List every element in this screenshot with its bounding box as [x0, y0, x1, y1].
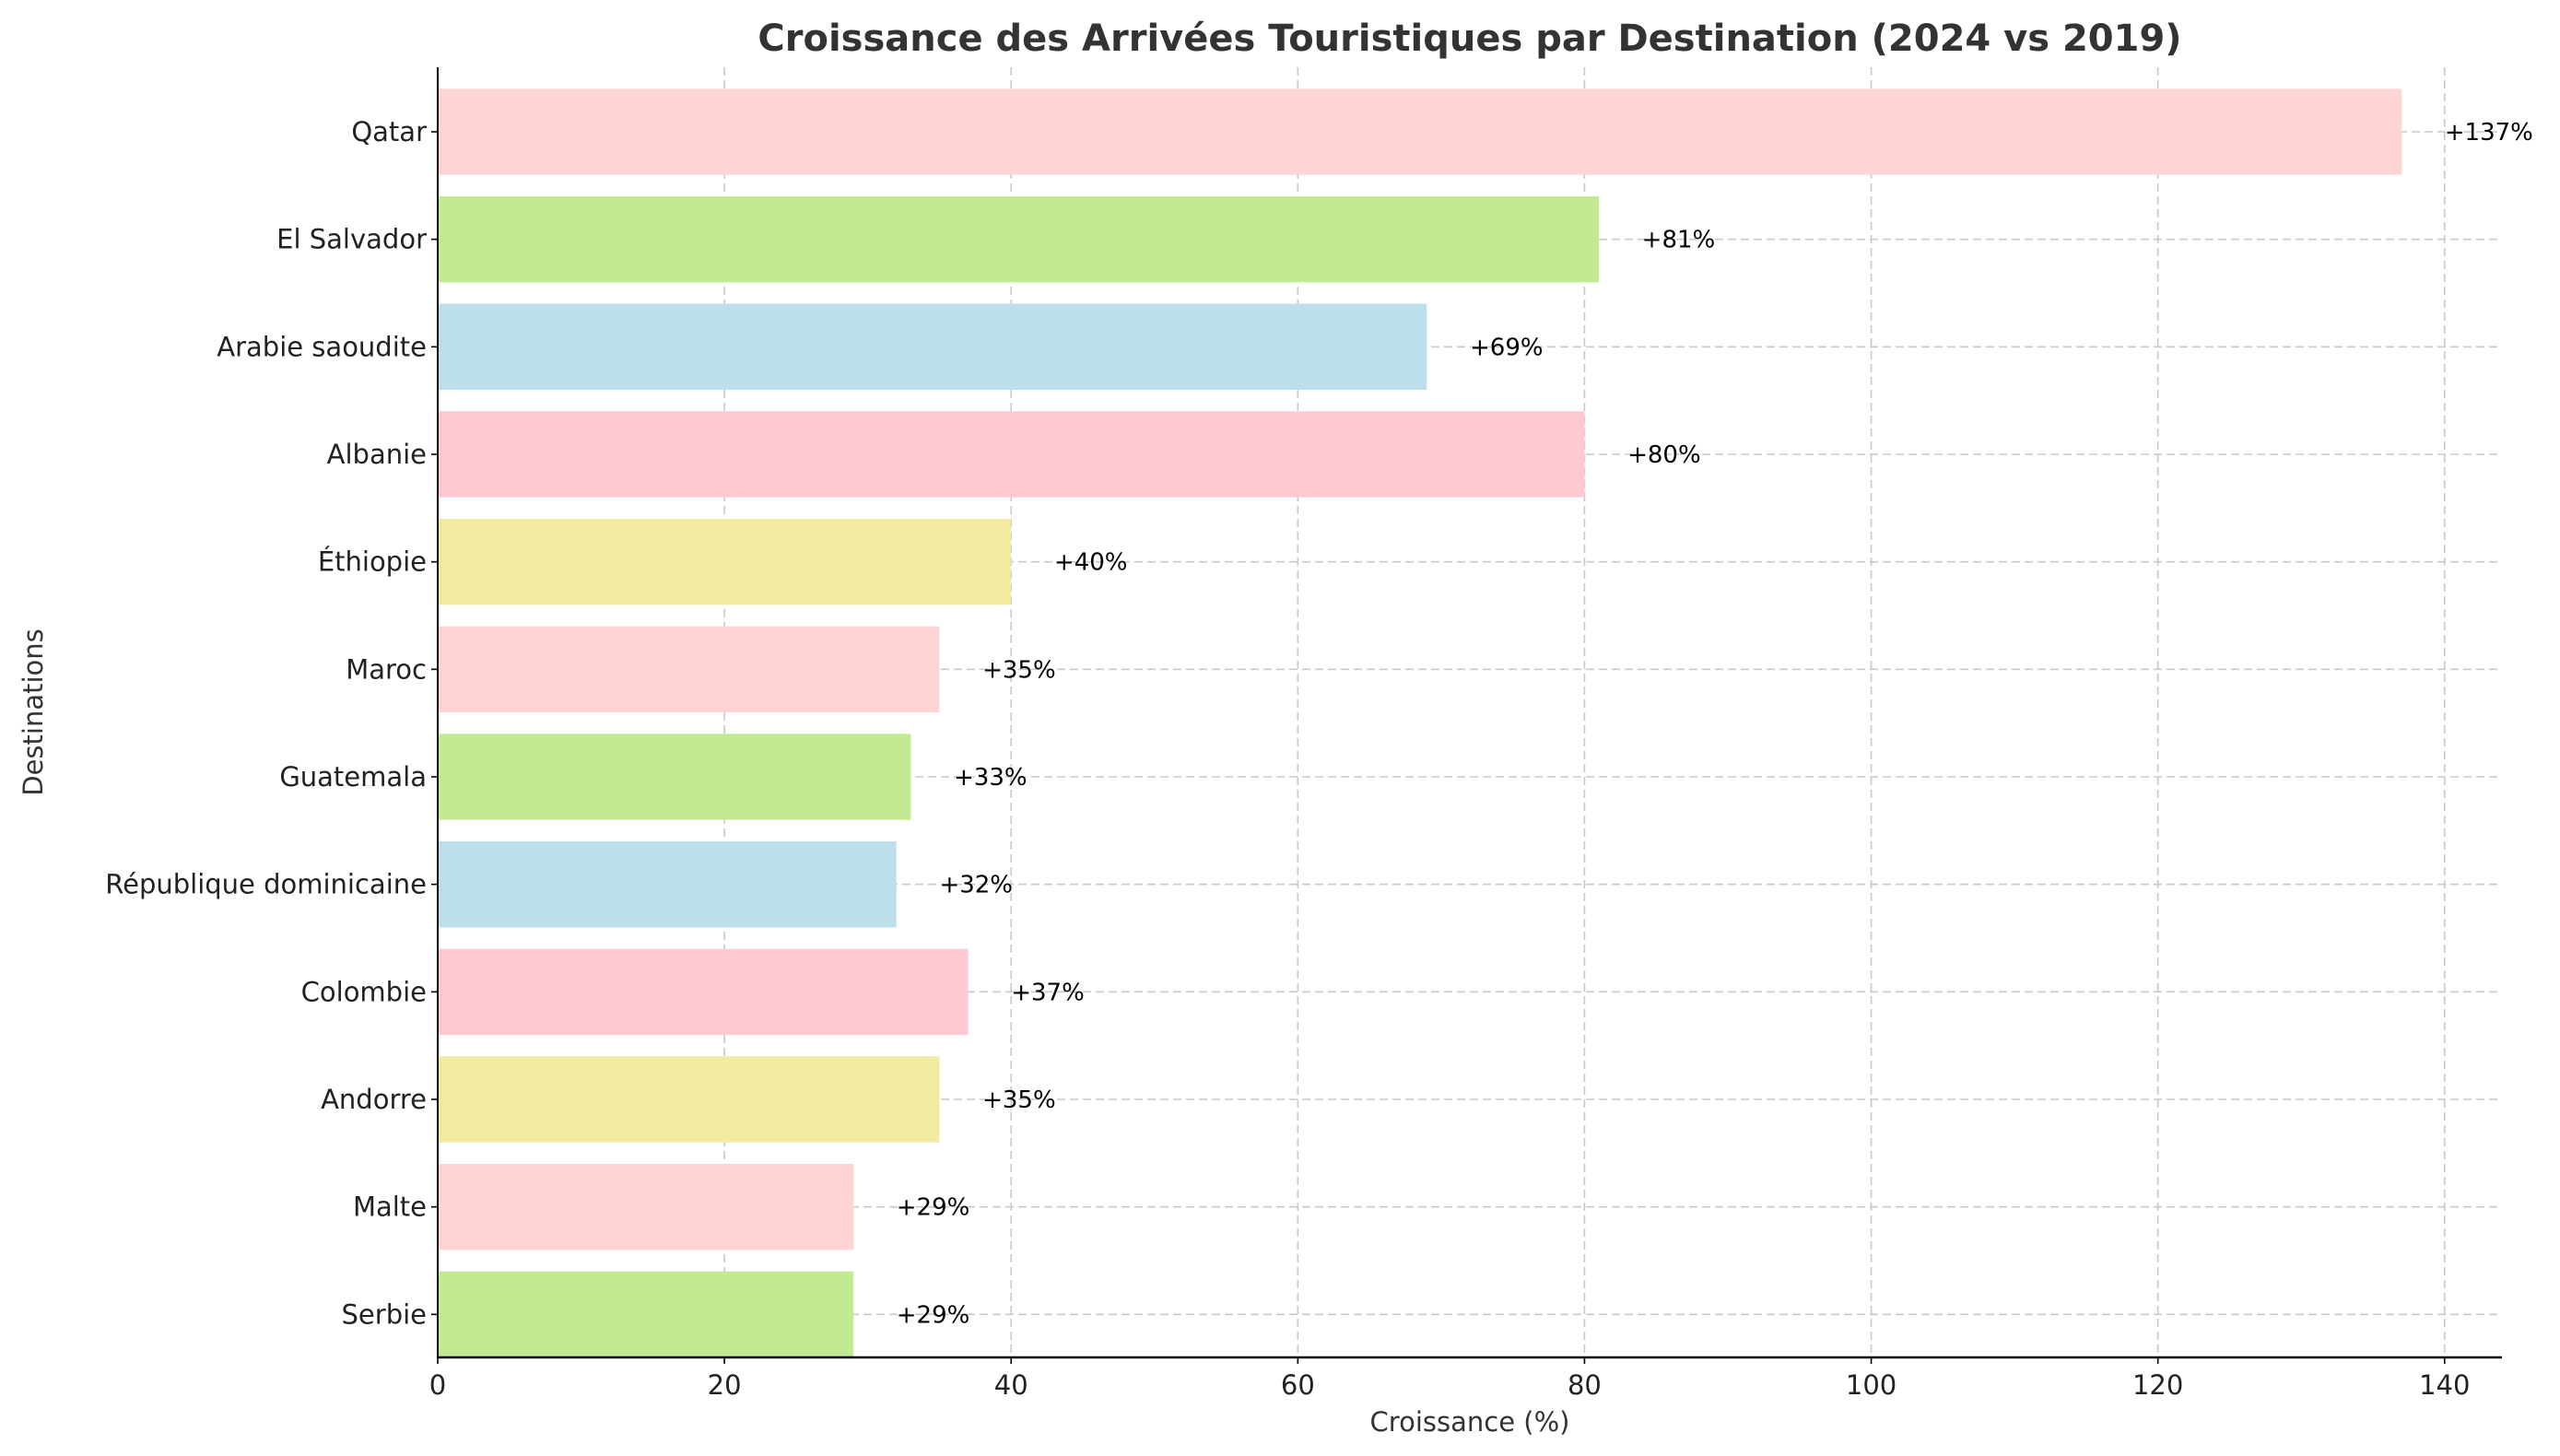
x-tick-label: 140: [2419, 1369, 2470, 1401]
bar-albanie: [438, 411, 1585, 498]
bar-qatar: [438, 88, 2402, 175]
bar-arabie-saoudite: [438, 303, 1427, 390]
data-label: +32%: [939, 872, 1013, 899]
bar-andorre: [438, 1056, 940, 1143]
y-tick-label: Qatar: [351, 116, 427, 147]
data-label: +33%: [954, 764, 1028, 792]
x-tick-label: 0: [429, 1369, 446, 1401]
bar-el-salvador: [438, 196, 1599, 283]
x-tick-label: 100: [1846, 1369, 1897, 1401]
y-tick-label: Andorre: [321, 1084, 427, 1115]
x-tick-label: 40: [994, 1369, 1028, 1401]
x-axis-label: Croissance (%): [1370, 1406, 1570, 1438]
x-tick-label: 60: [1281, 1369, 1315, 1401]
y-tick-label: Maroc: [346, 653, 427, 685]
y-tick-label: Albanie: [327, 439, 427, 470]
data-label: +80%: [1627, 441, 1701, 469]
y-tick-label: El Salvador: [276, 224, 427, 255]
bar-serbie: [438, 1271, 854, 1357]
data-label: +137%: [2445, 119, 2533, 147]
bar-république-dominicaine: [438, 841, 897, 928]
y-tick-label: République dominicaine: [105, 869, 427, 900]
axes: Qatar El Salvador Arabie saoudite Albanie Ét…: [105, 67, 2502, 1401]
x-tick-label: 80: [1568, 1369, 1602, 1401]
chart-title: Croissance des Arrivées Touristiques par…: [757, 18, 2181, 60]
bar-guatemala: [438, 734, 911, 820]
data-label: +40%: [1054, 549, 1128, 577]
y-tick-label: Colombie: [301, 976, 427, 1007]
x-tick-label: 20: [708, 1369, 742, 1401]
bar-colombie: [438, 948, 969, 1035]
data-label: +37%: [1011, 979, 1085, 1006]
data-label: +29%: [897, 1194, 970, 1222]
y-axis-label: Destinations: [18, 628, 49, 796]
bar-malte: [438, 1164, 854, 1251]
y-tick-label: Serbie: [342, 1298, 427, 1330]
data-label: +35%: [982, 1086, 1056, 1114]
y-tick-label: Guatemala: [279, 761, 427, 793]
y-tick-label: Arabie saoudite: [217, 331, 427, 362]
x-tick-label: 120: [2132, 1369, 2183, 1401]
bar-éthiopie: [438, 519, 1012, 605]
y-tick-label: Éthiopie: [318, 546, 427, 578]
bars: +137% +81% +69% +80% +40% +35% +33% +32% +37% +35…: [438, 88, 2533, 1357]
bar-maroc: [438, 626, 940, 712]
data-label: +29%: [897, 1301, 970, 1329]
data-label: +35%: [982, 656, 1056, 684]
y-tick-label: Malte: [353, 1192, 427, 1223]
data-label: +69%: [1470, 334, 1544, 361]
data-label: +81%: [1642, 227, 1716, 254]
